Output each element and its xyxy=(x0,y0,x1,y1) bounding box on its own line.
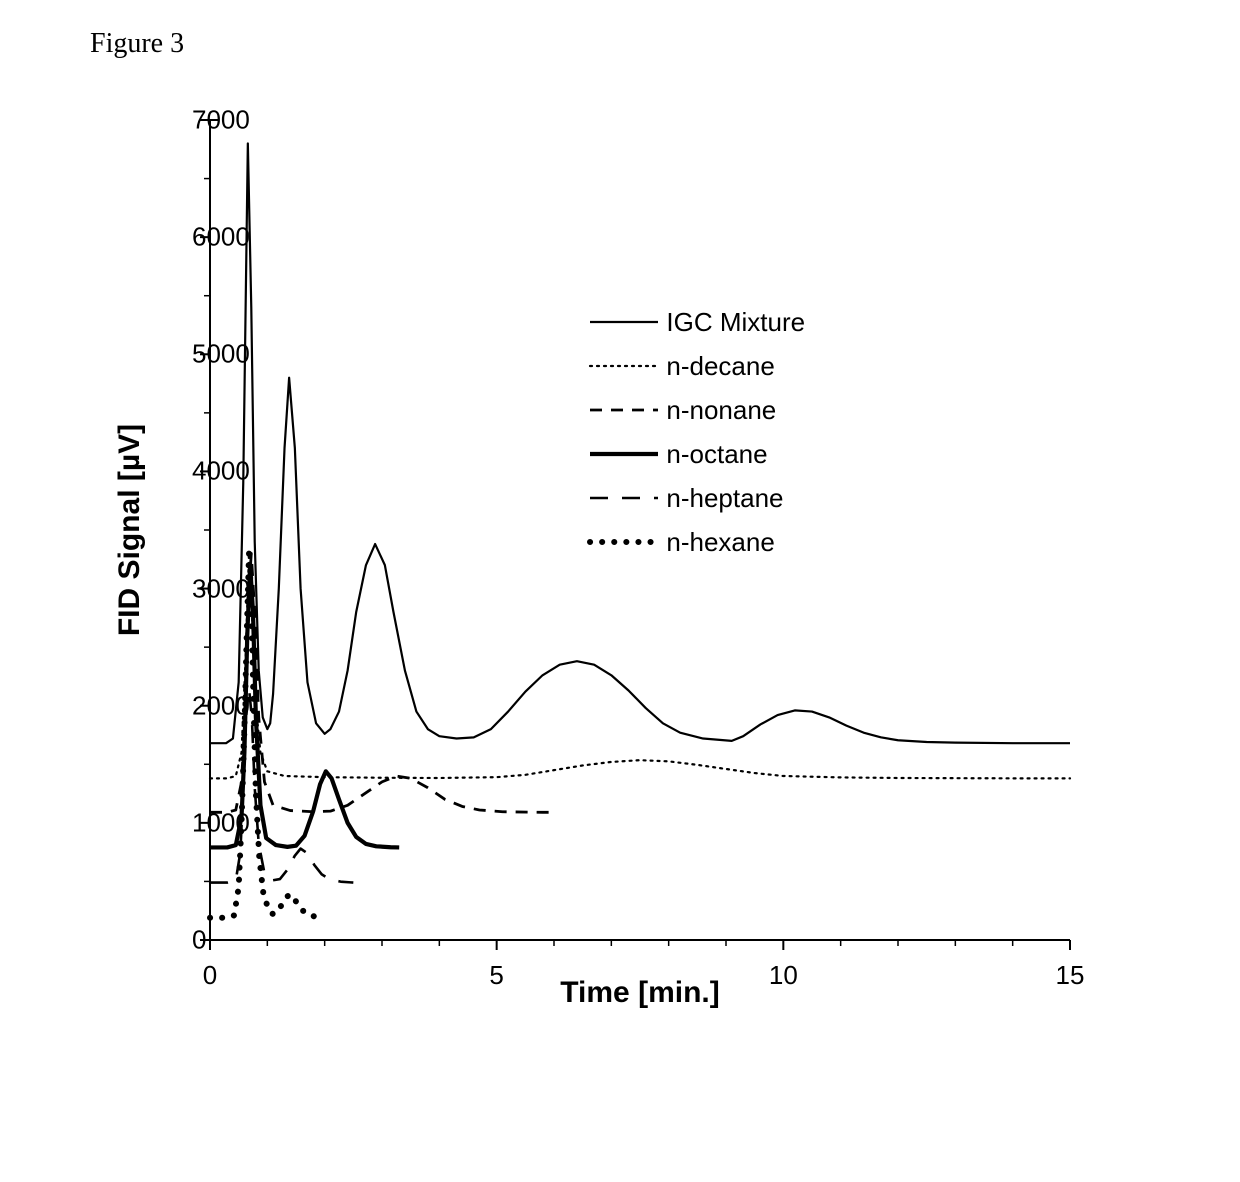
y-tick-label: 3000 xyxy=(192,573,196,604)
legend-row: n-heptane xyxy=(588,476,805,520)
legend-label: n-hexane xyxy=(666,527,774,558)
legend-swatch xyxy=(588,520,660,564)
legend-label: n-heptane xyxy=(666,483,783,514)
y-tick-label: 5000 xyxy=(192,339,196,370)
y-tick-label: 0 xyxy=(192,925,196,956)
legend: IGC Mixture n-decane n-nonane n-octane n-hep… xyxy=(588,300,805,564)
x-axis-label: Time [min.] xyxy=(560,976,719,1010)
series-n-nonane xyxy=(210,553,554,812)
y-tick-label: 2000 xyxy=(192,690,196,721)
legend-row: IGC Mixture xyxy=(588,300,805,344)
legend-row: n-octane xyxy=(588,432,805,476)
plot-area: FID Signal [µV] Time [min.] 010002000300… xyxy=(210,120,1070,940)
page-root: Figure 3 FID Signal [µV] Time [min.] 0 10… xyxy=(0,0,1240,1182)
legend-label: n-octane xyxy=(666,439,767,470)
legend-swatch xyxy=(588,344,660,388)
y-tick-label: 1000 xyxy=(192,807,196,838)
y-tick-label: 7000 xyxy=(192,105,196,136)
legend-label: n-decane xyxy=(666,351,774,382)
legend-label: IGC Mixture xyxy=(666,307,805,338)
x-tick-label: 5 xyxy=(489,960,503,991)
series-n-decane xyxy=(210,553,1070,778)
x-tick-label: 0 xyxy=(203,960,217,991)
legend-row: n-nonane xyxy=(588,388,805,432)
legend-swatch xyxy=(588,300,660,344)
legend-swatch xyxy=(588,476,660,520)
legend-row: n-decane xyxy=(588,344,805,388)
legend-swatch xyxy=(588,432,660,476)
legend-row: n-hexane xyxy=(588,520,805,564)
figure-caption: Figure 3 xyxy=(90,28,184,60)
chart-container: FID Signal [µV] Time [min.] 0 1000 2000 300… xyxy=(90,110,1090,1010)
legend-label: n-nonane xyxy=(666,395,776,426)
x-tick-label: 10 xyxy=(769,960,798,991)
y-tick-label: 4000 xyxy=(192,456,196,487)
legend-swatch xyxy=(588,388,660,432)
y-axis-label: FID Signal [µV] xyxy=(113,424,147,636)
series-n-hexane xyxy=(210,553,325,917)
x-tick-label: 15 xyxy=(1056,960,1085,991)
y-tick-label: 6000 xyxy=(192,222,196,253)
